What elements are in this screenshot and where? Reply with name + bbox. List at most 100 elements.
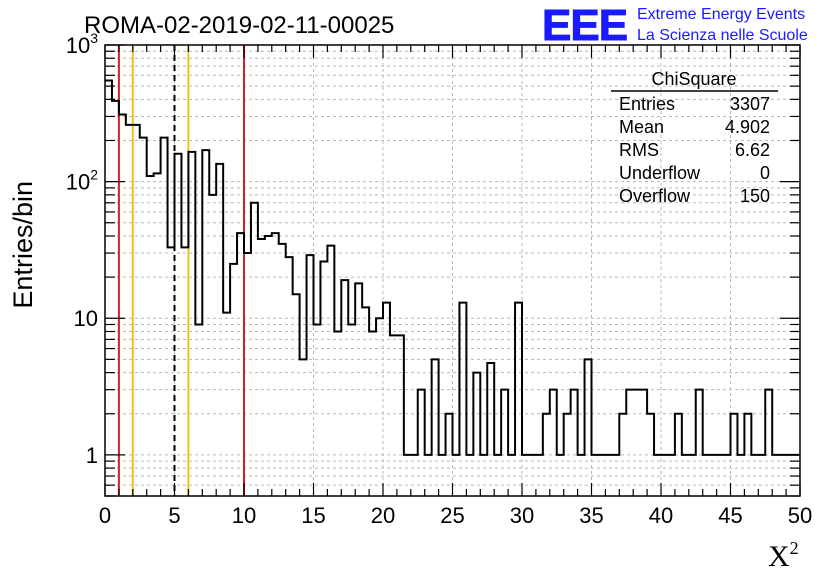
histogram-bin xyxy=(543,414,550,496)
histogram-bin xyxy=(480,455,487,496)
histogram-bin xyxy=(689,455,696,496)
histogram-outline xyxy=(105,79,800,456)
stats-title: ChiSquare xyxy=(651,69,736,89)
x-tick-label: 35 xyxy=(579,503,603,528)
histogram-bin xyxy=(668,455,675,496)
histogram-bin xyxy=(154,173,161,496)
histogram-bin xyxy=(168,247,175,496)
histogram-bin xyxy=(300,359,307,496)
histogram-bin xyxy=(779,455,786,496)
histogram-bin xyxy=(383,303,390,496)
x-tick-label: 25 xyxy=(440,503,464,528)
histogram-bin xyxy=(133,125,140,496)
histogram-bin xyxy=(751,455,758,496)
histogram-bin xyxy=(501,390,508,496)
histogram-bin xyxy=(522,455,529,496)
stats-value: 3307 xyxy=(730,94,770,114)
logo-line-2: La Scienza nelle Scuole xyxy=(637,27,808,44)
histogram-bin xyxy=(119,114,126,496)
stats-label: Underflow xyxy=(619,163,701,183)
histogram-bin xyxy=(494,455,501,496)
x-axis-title: X2 xyxy=(768,538,799,572)
histogram-bin xyxy=(598,455,605,496)
reference-lines xyxy=(117,45,245,496)
histogram-bin xyxy=(710,455,717,496)
histogram-bin xyxy=(675,414,682,496)
histogram-bin xyxy=(473,373,480,496)
histogram-bin xyxy=(369,331,376,496)
histogram-bin xyxy=(605,455,612,496)
grid-lines xyxy=(105,45,800,496)
stats-label: Overflow xyxy=(619,186,691,206)
logo-mark: EEE xyxy=(542,1,627,50)
histogram-bin xyxy=(592,455,599,496)
x-tick-label: 50 xyxy=(788,503,812,528)
y-tick-label: 102 xyxy=(66,167,98,195)
histogram-bin xyxy=(446,414,453,496)
histogram-bin xyxy=(737,455,744,496)
histogram-bin xyxy=(578,455,585,496)
histogram-bin xyxy=(529,455,536,496)
histogram-bin xyxy=(362,307,369,496)
histogram-bin xyxy=(147,176,154,496)
histogram-bin xyxy=(355,283,362,496)
histogram-bin xyxy=(487,363,494,496)
histogram-bin xyxy=(786,455,793,496)
histogram-bin xyxy=(112,101,119,496)
y-axis-title: Entries/bin xyxy=(8,181,38,309)
histogram-bin xyxy=(626,390,633,496)
stats-value: 6.62 xyxy=(735,140,770,160)
histogram-bin xyxy=(216,164,223,496)
histogram-bin xyxy=(293,294,300,496)
y-tick-label: 1 xyxy=(86,443,98,468)
x-axis-title-main: X xyxy=(768,540,790,572)
chart-title: ROMA-02-2019-02-11-00025 xyxy=(84,12,394,39)
histogram-bin xyxy=(654,455,661,496)
histogram-bin xyxy=(661,455,668,496)
histogram-bin xyxy=(181,247,188,496)
histogram-bin xyxy=(459,303,466,496)
histogram-bin xyxy=(647,414,654,496)
y-tick-label: 10 xyxy=(74,306,98,331)
histogram-bin xyxy=(188,152,195,496)
histogram-bin xyxy=(230,264,237,496)
histogram-bin xyxy=(508,455,515,496)
histogram-bin xyxy=(376,318,383,496)
histogram-bin xyxy=(251,203,258,496)
stats-label: Entries xyxy=(619,94,675,114)
x-tick-label: 45 xyxy=(718,503,742,528)
histogram-bin xyxy=(571,390,578,496)
x-tick-label: 15 xyxy=(301,503,325,528)
histogram-bin xyxy=(466,455,473,496)
histogram-bin xyxy=(202,150,209,496)
histogram-bin xyxy=(550,390,557,496)
histogram-bin xyxy=(439,455,446,496)
histogram-bin xyxy=(536,455,543,496)
x-tick-label: 40 xyxy=(649,503,673,528)
histogram-bin xyxy=(307,255,314,496)
histogram-bin xyxy=(765,390,772,496)
histogram-bin xyxy=(390,335,397,496)
histogram-bin xyxy=(619,414,626,496)
histogram-bin xyxy=(265,236,272,496)
x-axis-title-sup: 2 xyxy=(790,538,799,558)
histogram-bin xyxy=(314,324,321,496)
histogram-bin xyxy=(286,257,293,496)
histogram-bin xyxy=(717,455,724,496)
x-tick-label: 20 xyxy=(371,503,395,528)
histogram-bin xyxy=(633,390,640,496)
histogram-bin xyxy=(425,455,432,496)
histogram-bin xyxy=(640,390,647,496)
histogram-bin xyxy=(612,455,619,496)
histogram-bin xyxy=(772,455,779,496)
histogram-bin xyxy=(585,359,592,496)
logo-line-1: Extreme Energy Events xyxy=(637,6,805,23)
histogram-bin xyxy=(731,414,738,496)
stats-value: 150 xyxy=(740,186,770,206)
histogram-bin xyxy=(724,455,731,496)
x-tick-label: 30 xyxy=(510,503,534,528)
histogram-bin xyxy=(195,324,202,496)
histogram-bin xyxy=(696,390,703,496)
stats-box: ChiSquare Entries 3307 Mean 4.902 RMS 6.62 Und… xyxy=(611,69,778,206)
